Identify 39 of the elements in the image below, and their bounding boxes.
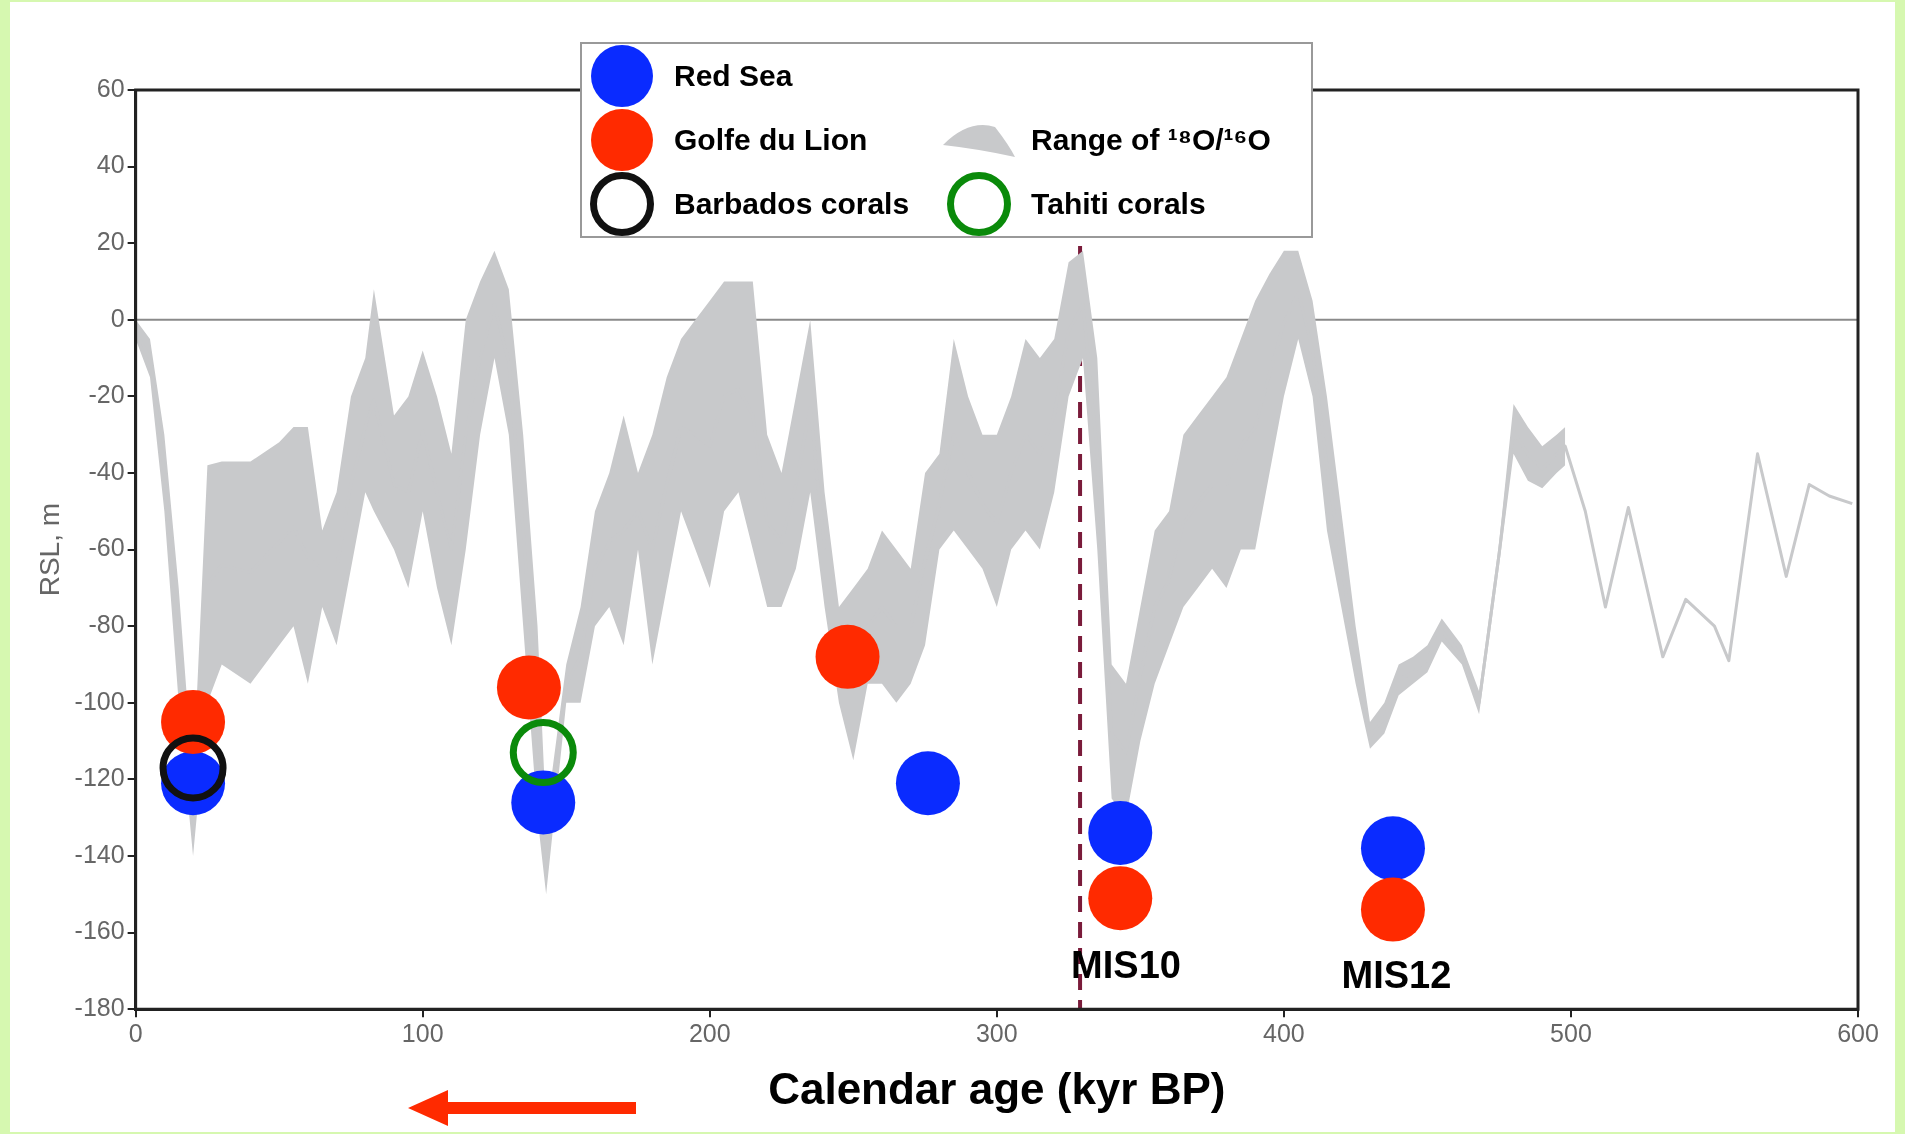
y-tick-label: -100 <box>74 686 125 715</box>
y-tick-label: -160 <box>74 916 125 945</box>
point <box>895 751 960 816</box>
annotation: MIS12 <box>1341 953 1452 996</box>
point <box>511 770 576 835</box>
point <box>1088 866 1153 931</box>
point <box>1360 816 1425 881</box>
x-tick-label: 300 <box>975 1019 1018 1048</box>
y-tick-label: 0 <box>110 303 125 332</box>
y-tick-label: -80 <box>88 610 125 639</box>
y-tick-label: -180 <box>74 993 125 1022</box>
y-axis-title: RSL, m <box>33 502 65 597</box>
y-tick-label: 40 <box>96 150 125 179</box>
x-tick-label: 100 <box>401 1019 444 1048</box>
point <box>159 734 227 802</box>
y-tick-label: -120 <box>74 763 125 792</box>
legend-label: Range of ¹⁸O/¹⁶O <box>1031 123 1271 157</box>
legend-label: Red Sea <box>674 59 793 93</box>
legend-label: Tahiti corals <box>1031 187 1206 221</box>
y-tick-label: -140 <box>74 839 125 868</box>
x-tick-label: 200 <box>688 1019 731 1048</box>
point <box>509 719 577 787</box>
y-tick-label: 60 <box>96 73 125 102</box>
y-tick-label: -20 <box>88 380 125 409</box>
legend-label: Barbados corals <box>674 187 910 221</box>
y-tick-label: -60 <box>88 533 125 562</box>
x-axis-title: Calendar age (kyr BP) <box>768 1063 1226 1113</box>
x-tick-label: 0 <box>128 1019 143 1048</box>
point <box>1360 877 1425 942</box>
point <box>815 624 880 689</box>
x-tick-label: 600 <box>1837 1019 1879 1048</box>
legend-label: Golfe du Lion <box>674 123 868 157</box>
point <box>496 655 561 720</box>
y-tick-label: -40 <box>88 456 125 485</box>
x-tick-label: 500 <box>1550 1019 1592 1048</box>
x-tick-label: 400 <box>1263 1019 1305 1048</box>
point <box>1088 801 1153 866</box>
y-tick-label: 20 <box>96 227 125 256</box>
annotation: MIS10 <box>1071 944 1181 987</box>
